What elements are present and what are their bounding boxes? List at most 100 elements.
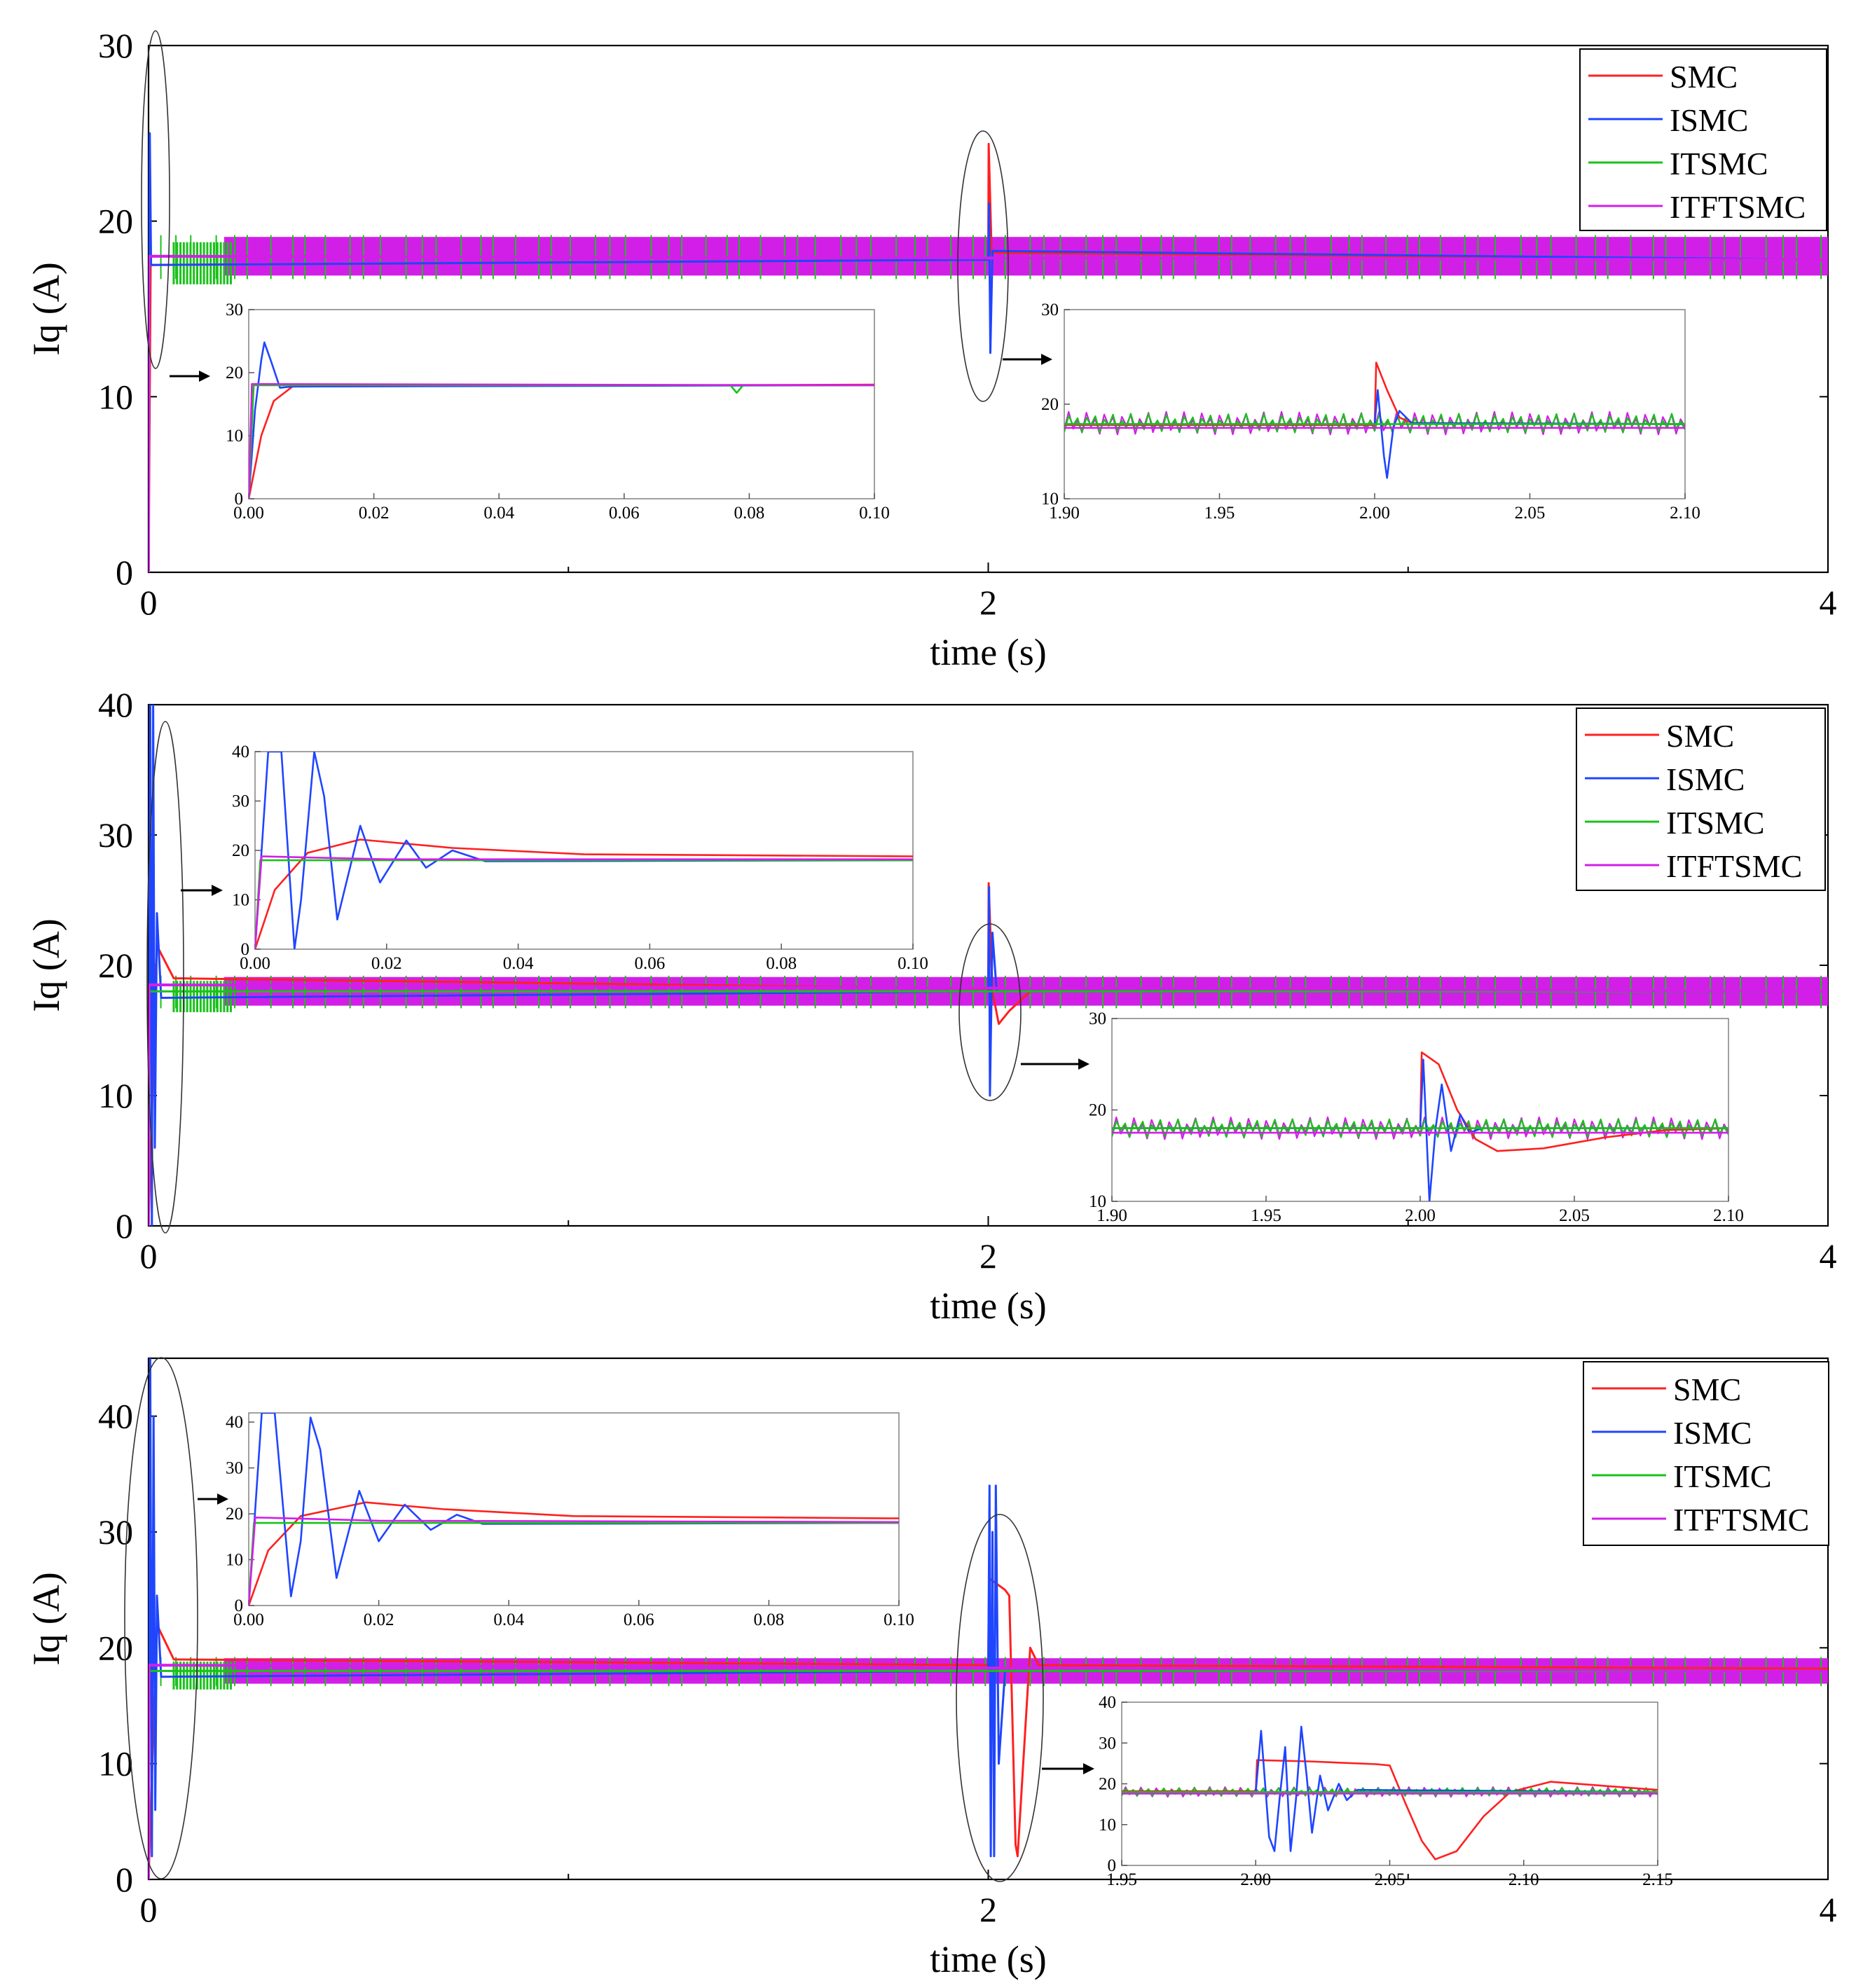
inset-x-tick-label: 0.06 <box>635 954 666 973</box>
y-tick-label: 40 <box>98 685 133 724</box>
inset-y-tick-label: 40 <box>226 1413 243 1432</box>
inset-x-tick-label: 0.00 <box>233 1610 264 1629</box>
inset-x-tick-label: 0.00 <box>233 504 264 523</box>
legend-label-itsmc: ITSMC <box>1666 805 1765 841</box>
inset-x-tick-label: 2.10 <box>1508 1870 1539 1889</box>
y-tick-label: 10 <box>98 377 133 416</box>
zoom-arrow-head <box>217 1493 228 1505</box>
zoom-arrow-head <box>212 885 223 896</box>
inset-frame <box>254 751 914 950</box>
zoom-arrow-head <box>1041 354 1052 365</box>
inset-series-itftsmc-line <box>255 855 913 949</box>
inset-y-tick-label: 20 <box>226 1505 243 1524</box>
inset-x-tick-label: 2.15 <box>1642 1870 1673 1889</box>
y-tick-label: 20 <box>98 202 133 241</box>
zoom-ellipse <box>956 1514 1044 1882</box>
inset-series-ismc-line <box>1122 1725 1658 1852</box>
series-smc-line <box>149 1577 1828 1879</box>
inset-y-tick-label: 0 <box>1108 1856 1117 1875</box>
inset-series-smc-line <box>249 1501 899 1606</box>
y-tick-label: 10 <box>98 1744 133 1783</box>
inset-x-tick-label: 0.04 <box>503 954 534 973</box>
inset-series-group <box>255 752 913 949</box>
inset-series-smc-line <box>1112 1051 1728 1152</box>
inset-series-group <box>249 341 874 499</box>
inset-y-tick-label: 30 <box>1099 1734 1116 1753</box>
inset-x-tick-label: 2.00 <box>1359 504 1390 523</box>
inset-1: 0 10 20 30 40 0.00 0.02 0.04 0.06 0.08 0.10 <box>232 743 928 973</box>
x-tick-label: 2 <box>979 583 997 622</box>
inset-y-tick-label: 20 <box>226 364 243 382</box>
inset-series-itftsmc-line <box>249 1517 899 1606</box>
inset-frame <box>248 309 875 499</box>
inset-x-tick-label: 0.06 <box>624 1610 654 1629</box>
inset-series-ismc-line <box>249 341 874 499</box>
x-tick-label: 0 <box>140 1236 158 1276</box>
inset-x-tick-label: 2.00 <box>1240 1870 1271 1889</box>
series-ismc-line <box>149 1358 1828 1879</box>
inset-y-tick-label: 30 <box>1089 1009 1106 1028</box>
inset-x-tick-label: 0.06 <box>609 504 640 523</box>
inset-y-tick-label: 30 <box>232 792 249 811</box>
inset-y-tick-label: 10 <box>1089 1192 1106 1211</box>
zoom-ellipse <box>957 130 1009 402</box>
inset-1: 0 10 20 30 0.00 0.02 0.04 0.06 0.08 0.10 <box>226 301 890 523</box>
inset-y-tick-label: 10 <box>1041 490 1059 509</box>
inset-y-tick-label: 0 <box>241 940 250 959</box>
inset-x-tick-label: 2.05 <box>1515 504 1546 523</box>
inset-y-tick-label: 10 <box>226 1551 243 1570</box>
legend-label-smc: SMC <box>1666 718 1734 754</box>
series-smc-line <box>149 882 1828 1226</box>
inset-series-smc-line <box>255 838 913 949</box>
x-tick-label: 0 <box>140 1890 158 1929</box>
legend-label-itftsmc: ITFTSMC <box>1670 189 1806 225</box>
inset-x-tick-label: 1.95 <box>1204 504 1235 523</box>
inset-y-tick-label: 30 <box>226 1459 243 1478</box>
inset-series-group <box>1064 361 1685 479</box>
inset-y-tick-label: 30 <box>226 301 243 319</box>
inset-y-tick-label: 20 <box>1089 1101 1106 1120</box>
inset-series-smc-line <box>1122 1759 1658 1861</box>
inset-series-group <box>249 1413 899 1606</box>
inset-frame <box>248 1412 900 1606</box>
legend-label-itftsmc: ITFTSMC <box>1666 848 1802 884</box>
zoom-ellipse <box>146 721 184 1234</box>
inset-y-tick-label: 10 <box>1099 1816 1116 1835</box>
x-tick-label: 4 <box>1820 583 1837 622</box>
y-tick-label: 20 <box>98 1628 133 1667</box>
inset-x-tick-label: 0.02 <box>364 1610 394 1629</box>
y-tick-label: 40 <box>98 1397 133 1436</box>
y-tick-label: 0 <box>116 1860 133 1899</box>
inset-x-tick-label: 1.90 <box>1097 1206 1127 1225</box>
inset-series-ismc-line <box>1064 389 1685 479</box>
legend-box <box>1579 48 1827 231</box>
legend-box <box>1583 1361 1829 1546</box>
inset-x-tick-label: 1.90 <box>1049 504 1080 523</box>
x-axis-label: time (s) <box>930 631 1046 673</box>
x-axis-label: time (s) <box>930 1285 1046 1327</box>
series-ismc-line <box>149 705 1828 1226</box>
inset-2: 0 10 20 30 40 1.95 2.00 2.05 2.10 2.15 <box>1099 1693 1673 1889</box>
zoom-arrow-head <box>1078 1058 1089 1070</box>
inset-x-tick-label: 0.08 <box>734 504 765 523</box>
inset-y-tick-label: 20 <box>1099 1775 1116 1794</box>
x-tick-label: 4 <box>1820 1890 1837 1929</box>
zoom-ellipse <box>124 1357 198 1879</box>
inset-series-ismc-line <box>1112 1058 1728 1201</box>
inset-y-tick-label: 20 <box>1041 395 1059 414</box>
inset-x-tick-label: 0.04 <box>493 1610 524 1629</box>
inset-x-tick-label: 0.10 <box>898 954 928 973</box>
x-tick-label: 2 <box>979 1236 997 1276</box>
inset-x-tick-label: 0.10 <box>884 1610 914 1629</box>
inset-y-tick-label: 0 <box>235 1596 244 1615</box>
y-tick-label: 0 <box>116 1206 133 1245</box>
series-itftsmc-line <box>149 983 1828 1226</box>
inset-2: 10 20 30 1.90 1.95 2.00 2.05 2.10 <box>1041 301 1700 523</box>
y-tick-label: 0 <box>116 553 133 592</box>
inset-x-tick-label: 1.95 <box>1251 1206 1281 1225</box>
inset-x-tick-label: 0.02 <box>359 504 390 523</box>
legend-label-itsmc: ITSMC <box>1670 146 1768 181</box>
inset-x-tick-label: 2.00 <box>1405 1206 1436 1225</box>
legend-label-smc: SMC <box>1673 1372 1741 1407</box>
